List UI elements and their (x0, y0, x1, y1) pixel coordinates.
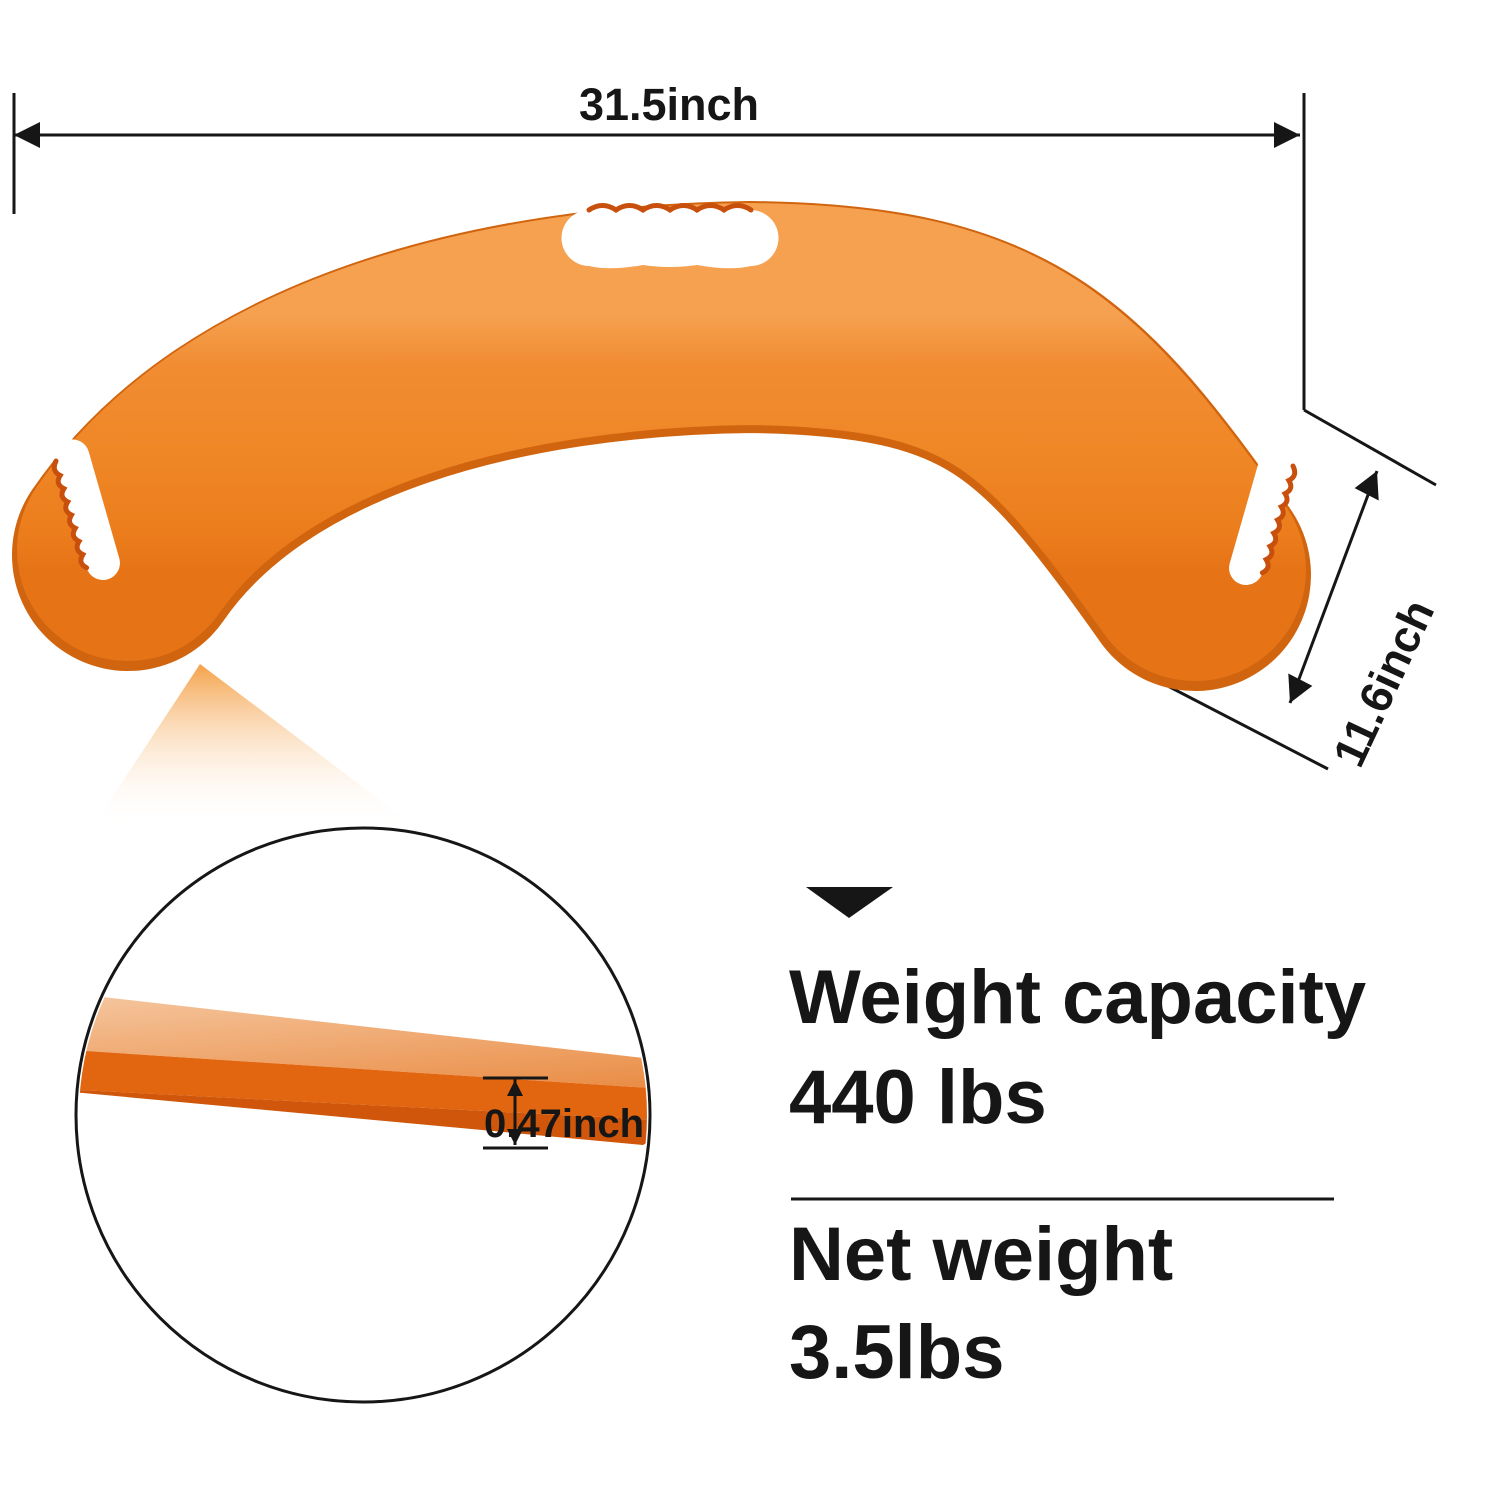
svg-text:3.5lbs: 3.5lbs (789, 1310, 1004, 1395)
svg-text:11.6inch: 11.6inch (1323, 592, 1444, 775)
svg-text:31.5inch: 31.5inch (579, 79, 759, 130)
svg-text:440 lbs: 440 lbs (789, 1055, 1047, 1140)
svg-text:Weight capacity: Weight capacity (789, 955, 1366, 1040)
svg-text:0.47inch: 0.47inch (484, 1102, 644, 1146)
svg-text:Net weight: Net weight (789, 1212, 1173, 1297)
